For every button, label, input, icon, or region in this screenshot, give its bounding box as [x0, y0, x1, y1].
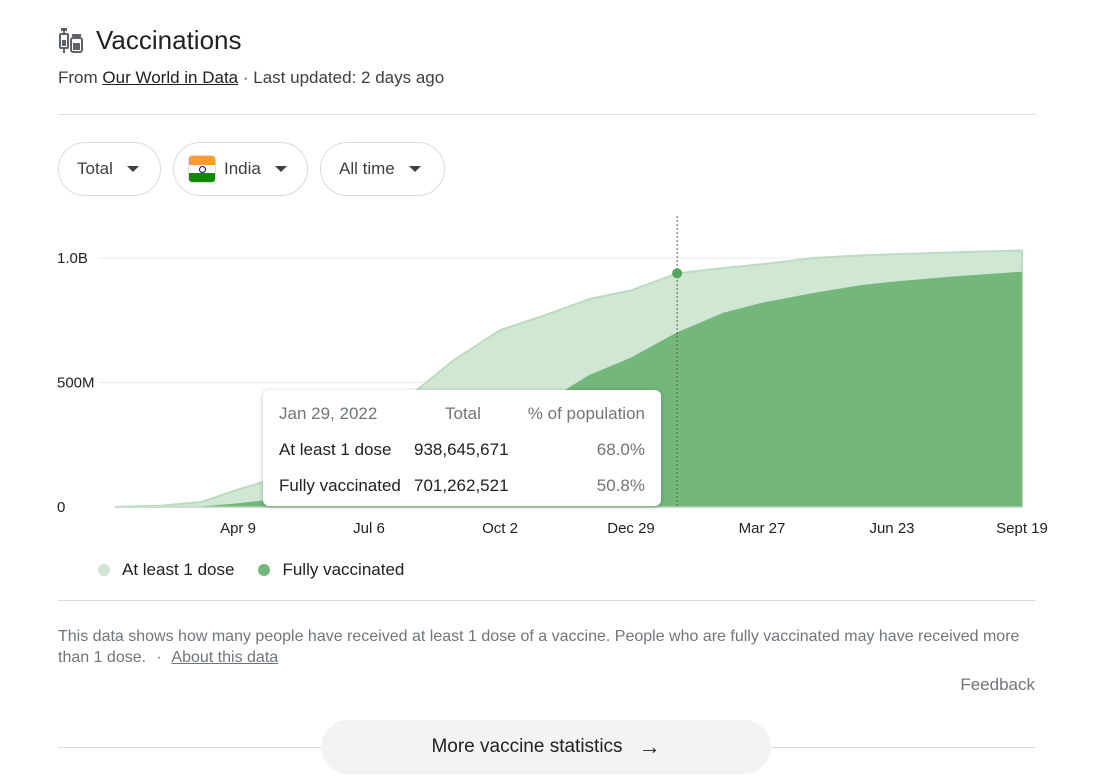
data-note: This data shows how many people have rec… [58, 626, 1038, 668]
data-note-text: This data shows how many people have rec… [58, 628, 1020, 666]
tooltip-row-label: At least 1 dose [279, 440, 392, 459]
divider-top [58, 114, 1035, 115]
area-series-fully-vaccinated [116, 271, 1022, 507]
legend-swatch [98, 564, 110, 576]
legend-swatch [258, 564, 271, 576]
tooltip-row-total: 701,262,521 [414, 476, 509, 495]
x-tick-label: Jun 23 [869, 520, 914, 537]
legend-item-at-least-one-dose[interactable]: At least 1 dose [98, 560, 234, 580]
separator: · [156, 649, 162, 666]
metric-dropdown-label: Total [77, 159, 113, 178]
more-vaccine-statistics-button[interactable]: More vaccine statistics → [321, 720, 771, 774]
card-header: Vaccinations [58, 24, 242, 56]
tooltip-pct-header: % of population [527, 404, 645, 423]
page-title: Vaccinations [96, 24, 242, 55]
x-tick-label: Jul 6 [353, 520, 385, 537]
range-dropdown-label: All time [339, 159, 395, 178]
tooltip-total-header: Total [445, 404, 481, 423]
chart-legend: At least 1 dose Fully vaccinated [98, 560, 428, 580]
tooltip-row-pct: 50.8% [596, 476, 645, 495]
arrow-right-icon: → [638, 734, 661, 759]
source-line: From Our World in Data · Last updated: 2… [58, 68, 444, 88]
source-link[interactable]: Our World in Data [102, 68, 239, 87]
legend-item-fully-vaccinated[interactable]: Fully vaccinated [258, 560, 404, 580]
last-updated: · Last updated: 2 days ago [242, 68, 445, 87]
india-flag-icon [188, 155, 216, 183]
x-tick-label: Dec 29 [607, 520, 655, 537]
chevron-down-icon [274, 166, 287, 172]
y-tick-label: 1.0B [57, 250, 88, 267]
range-dropdown[interactable]: All time [320, 142, 445, 196]
source-prefix: From [58, 68, 98, 87]
divider-right [771, 747, 1035, 748]
chevron-down-icon [408, 166, 421, 172]
about-data-link[interactable]: About this data [171, 649, 279, 666]
x-tick-label: Mar 27 [739, 520, 786, 537]
metric-dropdown[interactable]: Total [58, 142, 161, 196]
tooltip-row-total: 938,645,671 [414, 440, 509, 459]
y-tick-label: 0 [57, 499, 65, 516]
more-button-label: More vaccine statistics [431, 736, 623, 757]
legend-label: Fully vaccinated [282, 560, 405, 579]
chevron-down-icon [126, 166, 139, 172]
y-tick-label: 500M [57, 375, 95, 392]
country-dropdown-label: India [224, 159, 261, 178]
divider-bottom [58, 600, 1035, 601]
legend-label: At least 1 dose [122, 560, 235, 579]
chart-tooltip: Jan 29, 2022 Total % of population At le… [263, 390, 661, 506]
vaccination-area-chart[interactable]: 0 500M 1.0B Apr 9 Jul 6 Oct 2 Dec 29 Mar 27 Jun … [0, 200, 1112, 550]
syringe-vials-icon [59, 28, 83, 53]
x-tick-label: Sept 19 [996, 520, 1048, 537]
tooltip-row-label: Fully vaccinated [279, 476, 401, 495]
hover-point [672, 268, 683, 279]
x-tick-label: Apr 9 [220, 520, 256, 537]
feedback-link[interactable]: Feedback [960, 675, 1035, 694]
x-tick-label: Oct 2 [482, 520, 518, 537]
tooltip-row-pct: 68.0% [596, 440, 645, 459]
divider-left [58, 747, 321, 748]
tooltip-date: Jan 29, 2022 [279, 404, 378, 423]
country-dropdown[interactable]: India [173, 142, 308, 196]
